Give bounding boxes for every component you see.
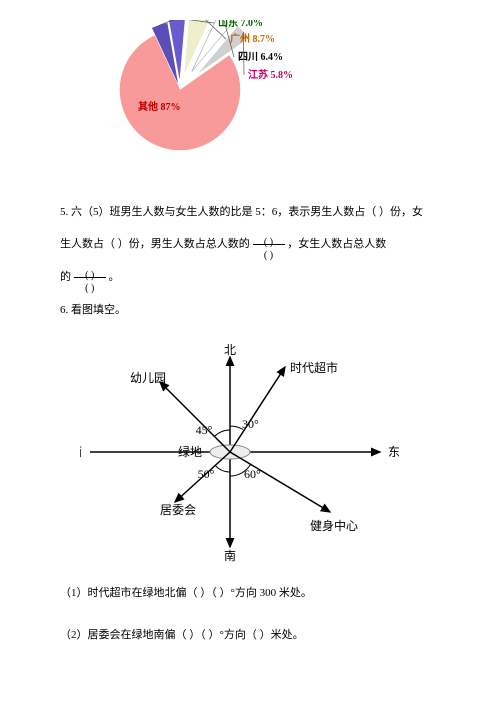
svg-text:健身中心: 健身中心 xyxy=(310,518,358,533)
q5-line2b: ，女生人数占总人数 xyxy=(287,238,386,250)
svg-text:广州 8.7%: 广州 8.7% xyxy=(230,32,275,45)
pie-chart-section: 其他 87%河南 7.1%山东 7.0%广州 8.7%四川 6.4%江苏 5.8… xyxy=(60,20,440,170)
svg-text:四川 6.4%: 四川 6.4% xyxy=(238,51,283,63)
svg-text:幼儿园: 幼儿园 xyxy=(130,371,166,385)
q5-line3: 的 ( ) ( ) 。 xyxy=(60,265,440,290)
svg-text:其他 87%: 其他 87% xyxy=(138,100,181,113)
fraction-2-den: ( ) xyxy=(74,278,106,290)
fraction-1-den: ( ) xyxy=(253,245,285,257)
svg-text:绿地: 绿地 xyxy=(178,444,202,459)
svg-text:45°: 45° xyxy=(196,423,213,437)
compass-svg: 北南 东 西 绿地 幼儿园 45° 时代超市 30° 健身中心 60° 居委会 50° xyxy=(80,342,420,562)
q5-line2: 生人数占（ ）份，男生人数占总人数的 ( ) ( ) ，女生人数占总人数 xyxy=(60,232,440,257)
q6-sub2: （2）居委会在绿地南偏（ ）（ ）°方向（ ）米处。 xyxy=(60,624,440,646)
svg-text:东: 东 xyxy=(388,445,400,459)
svg-text:北: 北 xyxy=(224,343,236,357)
svg-text:60°: 60° xyxy=(244,467,261,481)
compass-section: 北南 东 西 绿地 幼儿园 45° 时代超市 30° 健身中心 60° 居委会 50° xyxy=(60,342,440,562)
q6-title: 6. 看图填空。 xyxy=(60,298,440,322)
q6-sub1: （1）时代超市在绿地北偏（ ）（ ）°方向 300 米处。 xyxy=(60,582,440,604)
fraction-1: ( ) ( ) xyxy=(253,232,285,257)
fraction-1-num: ( ) xyxy=(253,232,285,245)
svg-text:时代超市: 时代超市 xyxy=(290,360,338,375)
svg-text:江苏 5.8%: 江苏 5.8% xyxy=(248,68,293,81)
fraction-2: ( ) ( ) xyxy=(74,265,106,290)
svg-text:居委会: 居委会 xyxy=(160,503,196,517)
q5-line3a: 的 xyxy=(60,271,71,283)
q5-line2a: 生人数占（ ）份，男生人数占总人数的 xyxy=(60,238,250,250)
q5-line3b: 。 xyxy=(109,271,120,283)
svg-text:西: 西 xyxy=(80,445,82,459)
svg-text:50°: 50° xyxy=(198,467,215,481)
pie-chart-svg: 其他 87%河南 7.1%山东 7.0%广州 8.7%四川 6.4%江苏 5.8… xyxy=(110,20,360,170)
fraction-2-num: ( ) xyxy=(74,265,106,278)
q5-line1: 5. 六（5）班男生人数与女生人数的比是 5：6，表示男生人数占（ ）份，女 xyxy=(60,200,440,224)
svg-text:30°: 30° xyxy=(242,417,259,431)
svg-text:南: 南 xyxy=(224,548,236,562)
